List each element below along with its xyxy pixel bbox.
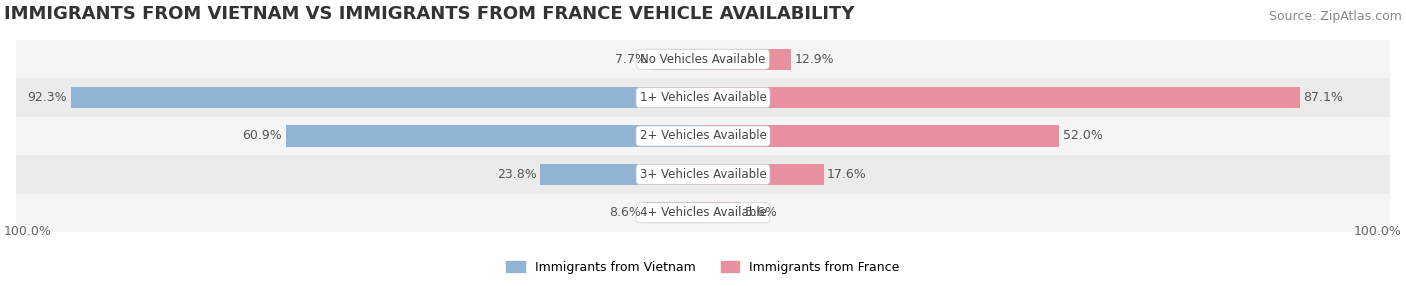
Bar bbox=[703, 87, 1299, 108]
Text: 8.6%: 8.6% bbox=[609, 206, 641, 219]
Bar bbox=[15, 78, 1391, 117]
Bar bbox=[650, 49, 703, 70]
Text: 2+ Vehicles Available: 2+ Vehicles Available bbox=[640, 130, 766, 142]
Text: 5.6%: 5.6% bbox=[745, 206, 776, 219]
Bar bbox=[15, 155, 1391, 194]
Text: 4+ Vehicles Available: 4+ Vehicles Available bbox=[640, 206, 766, 219]
Text: 23.8%: 23.8% bbox=[496, 168, 537, 181]
Text: 100.0%: 100.0% bbox=[4, 225, 52, 238]
Bar bbox=[540, 164, 703, 185]
Text: 17.6%: 17.6% bbox=[827, 168, 866, 181]
Text: 87.1%: 87.1% bbox=[1303, 91, 1343, 104]
Text: 92.3%: 92.3% bbox=[28, 91, 67, 104]
Bar bbox=[285, 126, 703, 146]
Bar bbox=[703, 202, 741, 223]
Bar bbox=[703, 49, 792, 70]
Bar bbox=[703, 164, 824, 185]
Text: 60.9%: 60.9% bbox=[243, 130, 283, 142]
Bar bbox=[15, 117, 1391, 155]
Text: No Vehicles Available: No Vehicles Available bbox=[640, 53, 766, 66]
Text: 100.0%: 100.0% bbox=[1354, 225, 1402, 238]
Text: 7.7%: 7.7% bbox=[614, 53, 647, 66]
Text: 12.9%: 12.9% bbox=[794, 53, 834, 66]
Legend: Immigrants from Vietnam, Immigrants from France: Immigrants from Vietnam, Immigrants from… bbox=[501, 256, 905, 279]
Bar bbox=[15, 40, 1391, 78]
Text: 3+ Vehicles Available: 3+ Vehicles Available bbox=[640, 168, 766, 181]
Text: Source: ZipAtlas.com: Source: ZipAtlas.com bbox=[1270, 10, 1402, 23]
Bar bbox=[70, 87, 703, 108]
Text: IMMIGRANTS FROM VIETNAM VS IMMIGRANTS FROM FRANCE VEHICLE AVAILABILITY: IMMIGRANTS FROM VIETNAM VS IMMIGRANTS FR… bbox=[4, 5, 855, 23]
Bar bbox=[15, 194, 1391, 232]
Text: 1+ Vehicles Available: 1+ Vehicles Available bbox=[640, 91, 766, 104]
Bar bbox=[703, 126, 1059, 146]
Bar bbox=[644, 202, 703, 223]
Text: 52.0%: 52.0% bbox=[1063, 130, 1102, 142]
